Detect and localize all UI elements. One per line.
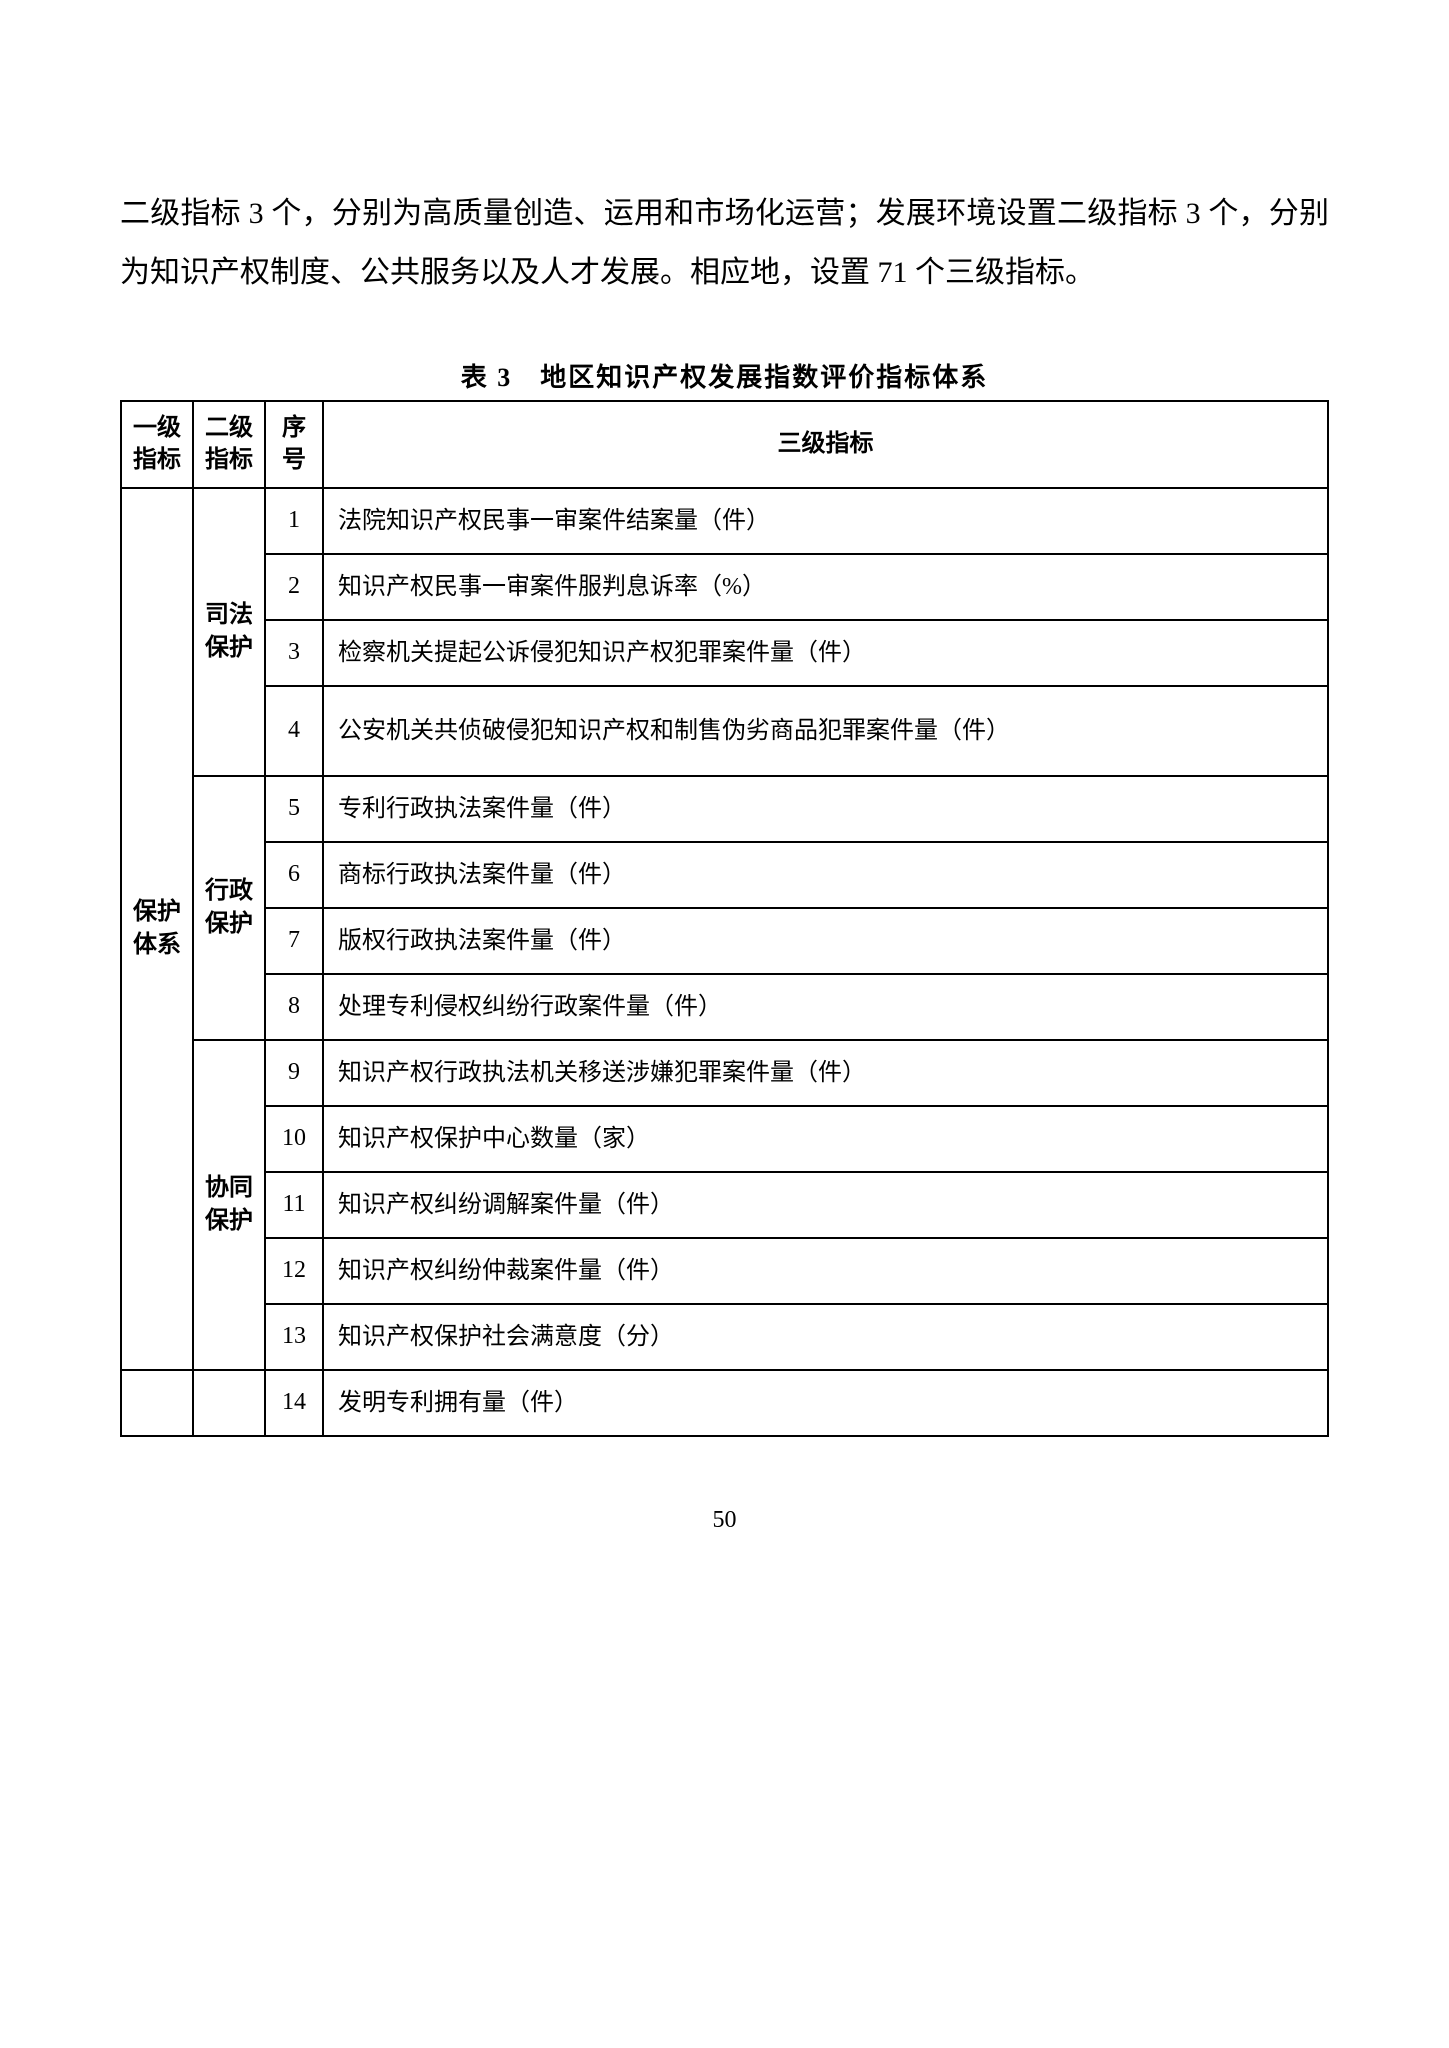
desc-cell: 知识产权保护中心数量（家） [323,1106,1328,1172]
table-row: 7 版权行政执法案件量（件） [121,908,1328,974]
table-row: 10 知识产权保护中心数量（家） [121,1106,1328,1172]
lvl2-administrative: 行政保护 [193,776,265,1040]
th-level1: 一级指标 [121,401,193,488]
seq-cell: 3 [265,620,323,686]
page-number: 50 [120,1507,1329,1534]
desc-cell: 知识产权保护社会满意度（分） [323,1304,1328,1370]
desc-cell: 处理专利侵权纠纷行政案件量（件） [323,974,1328,1040]
desc-cell: 版权行政执法案件量（件） [323,908,1328,974]
table-row: 14 发明专利拥有量（件） [121,1370,1328,1436]
table-row: 8 处理专利侵权纠纷行政案件量（件） [121,974,1328,1040]
lvl2-empty [193,1370,265,1436]
desc-cell: 检察机关提起公诉侵犯知识产权犯罪案件量（件） [323,620,1328,686]
desc-cell: 知识产权民事一审案件服判息诉率（%） [323,554,1328,620]
table-header-row: 一级指标 二级指标 序号 三级指标 [121,401,1328,488]
seq-cell: 2 [265,554,323,620]
seq-cell: 5 [265,776,323,842]
lvl2-collaborative: 协同保护 [193,1040,265,1370]
table-row: 保护体系 司法保护 1 法院知识产权民事一审案件结案量（件） [121,488,1328,554]
seq-cell: 12 [265,1238,323,1304]
lvl1-empty [121,1370,193,1436]
desc-cell: 公安机关共侦破侵犯知识产权和制售伪劣商品犯罪案件量（件） [323,686,1328,776]
seq-cell: 11 [265,1172,323,1238]
seq-cell: 6 [265,842,323,908]
th-level2: 二级指标 [193,401,265,488]
th-level3: 三级指标 [323,401,1328,488]
table-row: 4 公安机关共侦破侵犯知识产权和制售伪劣商品犯罪案件量（件） [121,686,1328,776]
table-caption: 表 3 地区知识产权发展指数评价指标体系 [120,357,1329,394]
document-page: 二级指标 3 个，分别为高质量创造、运用和市场化运营；发展环境设置二级指标 3 … [0,0,1449,1534]
table-row: 2 知识产权民事一审案件服判息诉率（%） [121,554,1328,620]
th-seq: 序号 [265,401,323,488]
table-row: 11 知识产权纠纷调解案件量（件） [121,1172,1328,1238]
desc-cell: 商标行政执法案件量（件） [323,842,1328,908]
table-row: 行政保护 5 专利行政执法案件量（件） [121,776,1328,842]
seq-cell: 4 [265,686,323,776]
desc-cell: 知识产权纠纷调解案件量（件） [323,1172,1328,1238]
seq-cell: 7 [265,908,323,974]
seq-cell: 9 [265,1040,323,1106]
table-row: 6 商标行政执法案件量（件） [121,842,1328,908]
table-row: 13 知识产权保护社会满意度（分） [121,1304,1328,1370]
indicator-table: 一级指标 二级指标 序号 三级指标 保护体系 司法保护 1 法院知识产权民事一审… [120,400,1329,1437]
seq-cell: 10 [265,1106,323,1172]
table-row: 12 知识产权纠纷仲裁案件量（件） [121,1238,1328,1304]
desc-cell: 知识产权行政执法机关移送涉嫌犯罪案件量（件） [323,1040,1328,1106]
seq-cell: 1 [265,488,323,554]
table-row: 协同保护 9 知识产权行政执法机关移送涉嫌犯罪案件量（件） [121,1040,1328,1106]
desc-cell: 发明专利拥有量（件） [323,1370,1328,1436]
seq-cell: 14 [265,1370,323,1436]
seq-cell: 8 [265,974,323,1040]
table-row: 3 检察机关提起公诉侵犯知识产权犯罪案件量（件） [121,620,1328,686]
desc-cell: 知识产权纠纷仲裁案件量（件） [323,1238,1328,1304]
lvl1-protection-system: 保护体系 [121,488,193,1370]
lvl2-judicial: 司法保护 [193,488,265,776]
desc-cell: 法院知识产权民事一审案件结案量（件） [323,488,1328,554]
intro-paragraph: 二级指标 3 个，分别为高质量创造、运用和市场化运营；发展环境设置二级指标 3 … [120,185,1329,302]
desc-cell: 专利行政执法案件量（件） [323,776,1328,842]
seq-cell: 13 [265,1304,323,1370]
